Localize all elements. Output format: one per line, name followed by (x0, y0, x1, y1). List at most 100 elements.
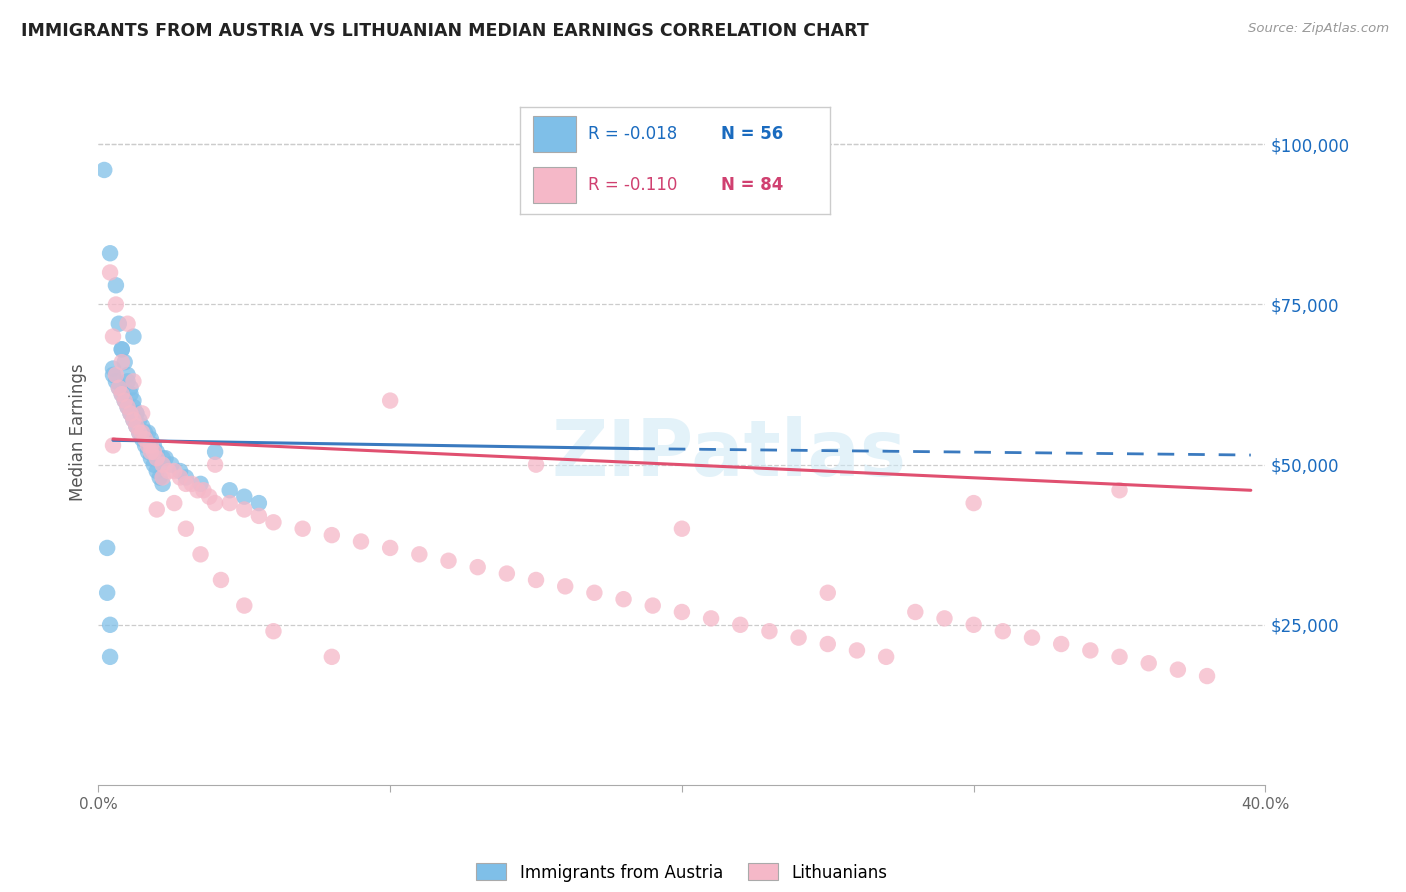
Point (104, 368, 127, 382)
Point (204, 445, 226, 459)
Point (233, 599, 256, 613)
Point (198, 490, 221, 504)
Text: N = 56: N = 56 (721, 125, 783, 143)
Point (190, 547, 212, 561)
Point (758, 624, 780, 639)
Point (117, 317, 139, 331)
Point (131, 425, 153, 440)
Point (142, 458, 165, 472)
Point (120, 406, 142, 420)
Point (817, 637, 839, 651)
Point (146, 464, 169, 478)
Point (193, 483, 215, 498)
Point (321, 649, 343, 664)
Point (380, 541, 402, 555)
Point (612, 592, 634, 607)
Point (934, 611, 956, 625)
Point (142, 438, 165, 452)
Point (554, 579, 576, 593)
Point (846, 643, 869, 657)
Point (117, 400, 139, 414)
Point (125, 406, 148, 420)
Point (96, 586, 118, 600)
Point (1050, 637, 1073, 651)
Point (163, 496, 186, 510)
Y-axis label: Median Earnings: Median Earnings (69, 364, 87, 501)
Point (962, 496, 984, 510)
Point (108, 317, 131, 331)
Text: Source: ZipAtlas.com: Source: ZipAtlas.com (1249, 22, 1389, 36)
Point (641, 599, 664, 613)
Point (128, 425, 150, 440)
Point (152, 476, 174, 491)
Point (114, 355, 136, 369)
Point (160, 458, 183, 472)
Point (174, 476, 197, 491)
Point (700, 611, 723, 625)
Point (139, 432, 162, 446)
Point (125, 419, 148, 434)
Point (157, 464, 180, 478)
Point (146, 445, 169, 459)
Point (98, 617, 121, 632)
Point (209, 573, 232, 587)
Point (98, 246, 121, 260)
Point (187, 483, 209, 498)
Point (122, 329, 145, 343)
Text: R = -0.110: R = -0.110 (588, 177, 678, 194)
Point (524, 573, 547, 587)
Point (233, 502, 256, 516)
Point (128, 425, 150, 440)
Point (122, 413, 145, 427)
Point (93, 163, 115, 178)
Point (142, 445, 165, 459)
Point (122, 413, 145, 427)
Point (122, 375, 145, 389)
Point (108, 381, 131, 395)
FancyBboxPatch shape (533, 116, 576, 152)
Point (262, 624, 284, 639)
Point (152, 470, 174, 484)
Legend: Immigrants from Austria, Lithuanians: Immigrants from Austria, Lithuanians (470, 856, 894, 888)
Point (134, 425, 156, 440)
Point (787, 631, 810, 645)
Point (730, 617, 752, 632)
Point (380, 393, 402, 408)
Point (524, 458, 547, 472)
Point (437, 554, 460, 568)
Point (152, 458, 174, 472)
Point (111, 355, 134, 369)
Point (817, 586, 839, 600)
Text: ZIPatlas: ZIPatlas (551, 416, 905, 491)
Point (1021, 631, 1043, 645)
Point (1080, 643, 1102, 657)
FancyBboxPatch shape (533, 167, 576, 203)
Point (98, 649, 121, 664)
Point (174, 470, 197, 484)
Point (104, 278, 127, 293)
Point (120, 406, 142, 420)
Text: R = -0.018: R = -0.018 (588, 125, 678, 143)
Point (233, 490, 256, 504)
Point (875, 649, 897, 664)
Point (321, 528, 343, 542)
Point (125, 406, 148, 420)
Text: IMMIGRANTS FROM AUSTRIA VS LITHUANIAN MEDIAN EARNINGS CORRELATION CHART: IMMIGRANTS FROM AUSTRIA VS LITHUANIAN ME… (21, 22, 869, 40)
Point (139, 445, 162, 459)
Point (111, 343, 134, 357)
Point (671, 522, 693, 536)
Point (136, 438, 159, 452)
Point (350, 534, 373, 549)
Point (101, 368, 124, 382)
Point (169, 470, 191, 484)
Point (111, 343, 134, 357)
Point (190, 476, 212, 491)
Point (117, 368, 139, 382)
Point (101, 438, 124, 452)
Point (96, 541, 118, 555)
Point (136, 445, 159, 459)
Point (125, 419, 148, 434)
Point (134, 432, 156, 446)
Point (1137, 657, 1160, 671)
Point (136, 425, 159, 440)
